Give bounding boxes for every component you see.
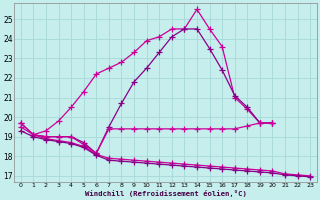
X-axis label: Windchill (Refroidissement éolien,°C): Windchill (Refroidissement éolien,°C) — [84, 190, 246, 197]
